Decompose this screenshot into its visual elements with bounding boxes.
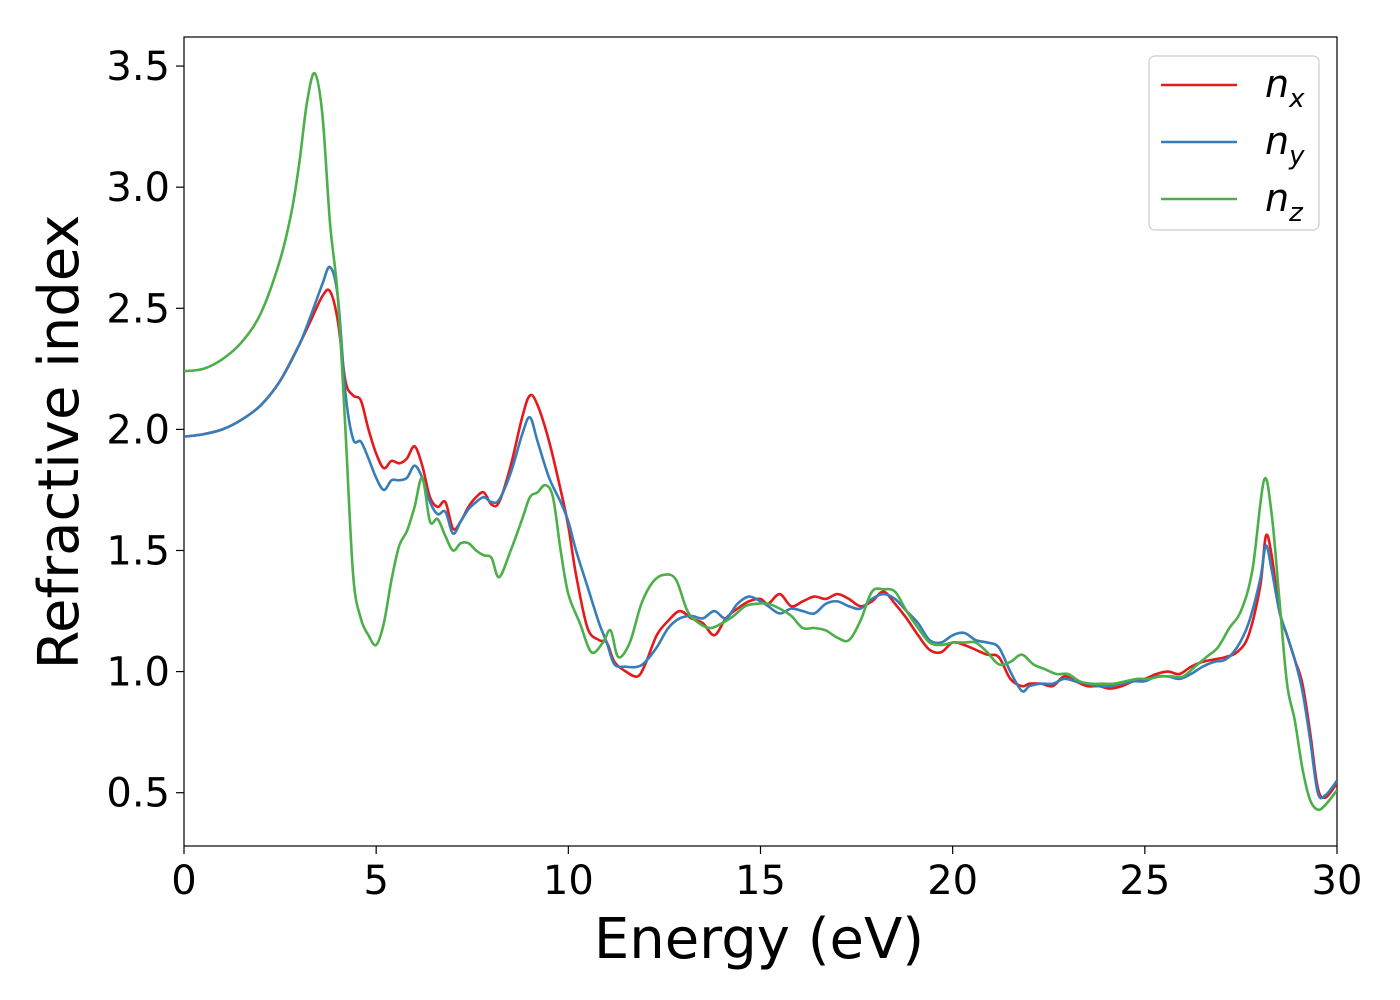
y-tick-label: 3.5 [106,44,170,90]
x-tick-label: 15 [735,858,786,904]
x-tick-label: 30 [1312,858,1363,904]
y-tick-label: 2.0 [106,407,170,453]
y-tick-label: 1.5 [106,528,170,574]
x-tick-label: 0 [171,858,196,904]
y-tick-label: 3.0 [106,165,170,211]
series-lines [184,72,1337,812]
legend-label-n_y: ny [1265,119,1305,171]
x-tick-label: 25 [1119,858,1170,904]
legend-label-n_x: nx [1265,62,1305,114]
legend-label-n_z: nz [1265,176,1304,228]
series-line-n_x [184,288,1337,800]
series-group [184,72,1337,812]
y-axis-title: Refractive index [27,215,92,670]
y-tick-label: 1.0 [106,650,170,696]
x-tick-label: 5 [363,858,388,904]
y-tick-label: 2.5 [106,286,170,332]
x-tick-label: 20 [927,858,978,904]
axes: 0 5 10 15 20 25 30 0.5 1.0 1.5 2.0 2.5 3.0 3.5 [106,36,1363,904]
x-axis-title: Energy (eV) [594,907,924,972]
x-tick-label: 10 [543,858,594,904]
y-tick-label: 0.5 [106,771,170,817]
series-line-n_z [184,72,1337,812]
series-line-n_y [184,265,1337,800]
